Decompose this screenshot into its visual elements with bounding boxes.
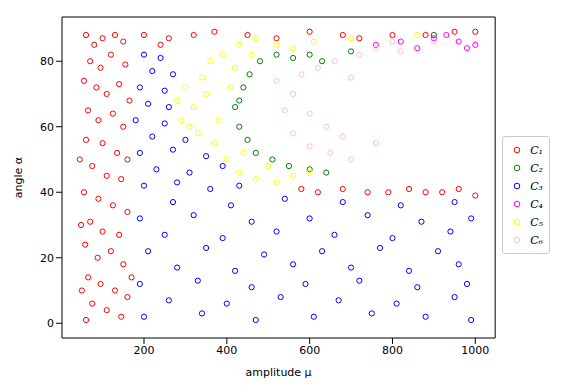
svg-text:20: 20: [40, 252, 54, 265]
html-text:C₂: C₂: [530, 161, 543, 175]
html-text:C₄: C₄: [530, 197, 543, 211]
svg-text:amplitude μ: amplitude μ: [246, 366, 312, 379]
svg-text:600: 600: [299, 344, 320, 357]
svg-text:angle α: angle α: [12, 157, 25, 198]
html-text:C₅: C₅: [530, 215, 543, 229]
svg-text:80: 80: [40, 55, 54, 68]
svg-text:800: 800: [382, 344, 403, 357]
svg-text:60: 60: [40, 121, 54, 134]
svg-text:1000: 1000: [461, 344, 489, 357]
svg-text:400: 400: [216, 344, 237, 357]
html-text:C₃: C₃: [530, 179, 543, 193]
svg-text:40: 40: [40, 186, 54, 199]
svg-text:200: 200: [133, 344, 154, 357]
svg-text:0: 0: [47, 317, 54, 330]
html-text:C₁: C₁: [530, 143, 543, 157]
html-text:C₆: C₆: [530, 233, 543, 247]
